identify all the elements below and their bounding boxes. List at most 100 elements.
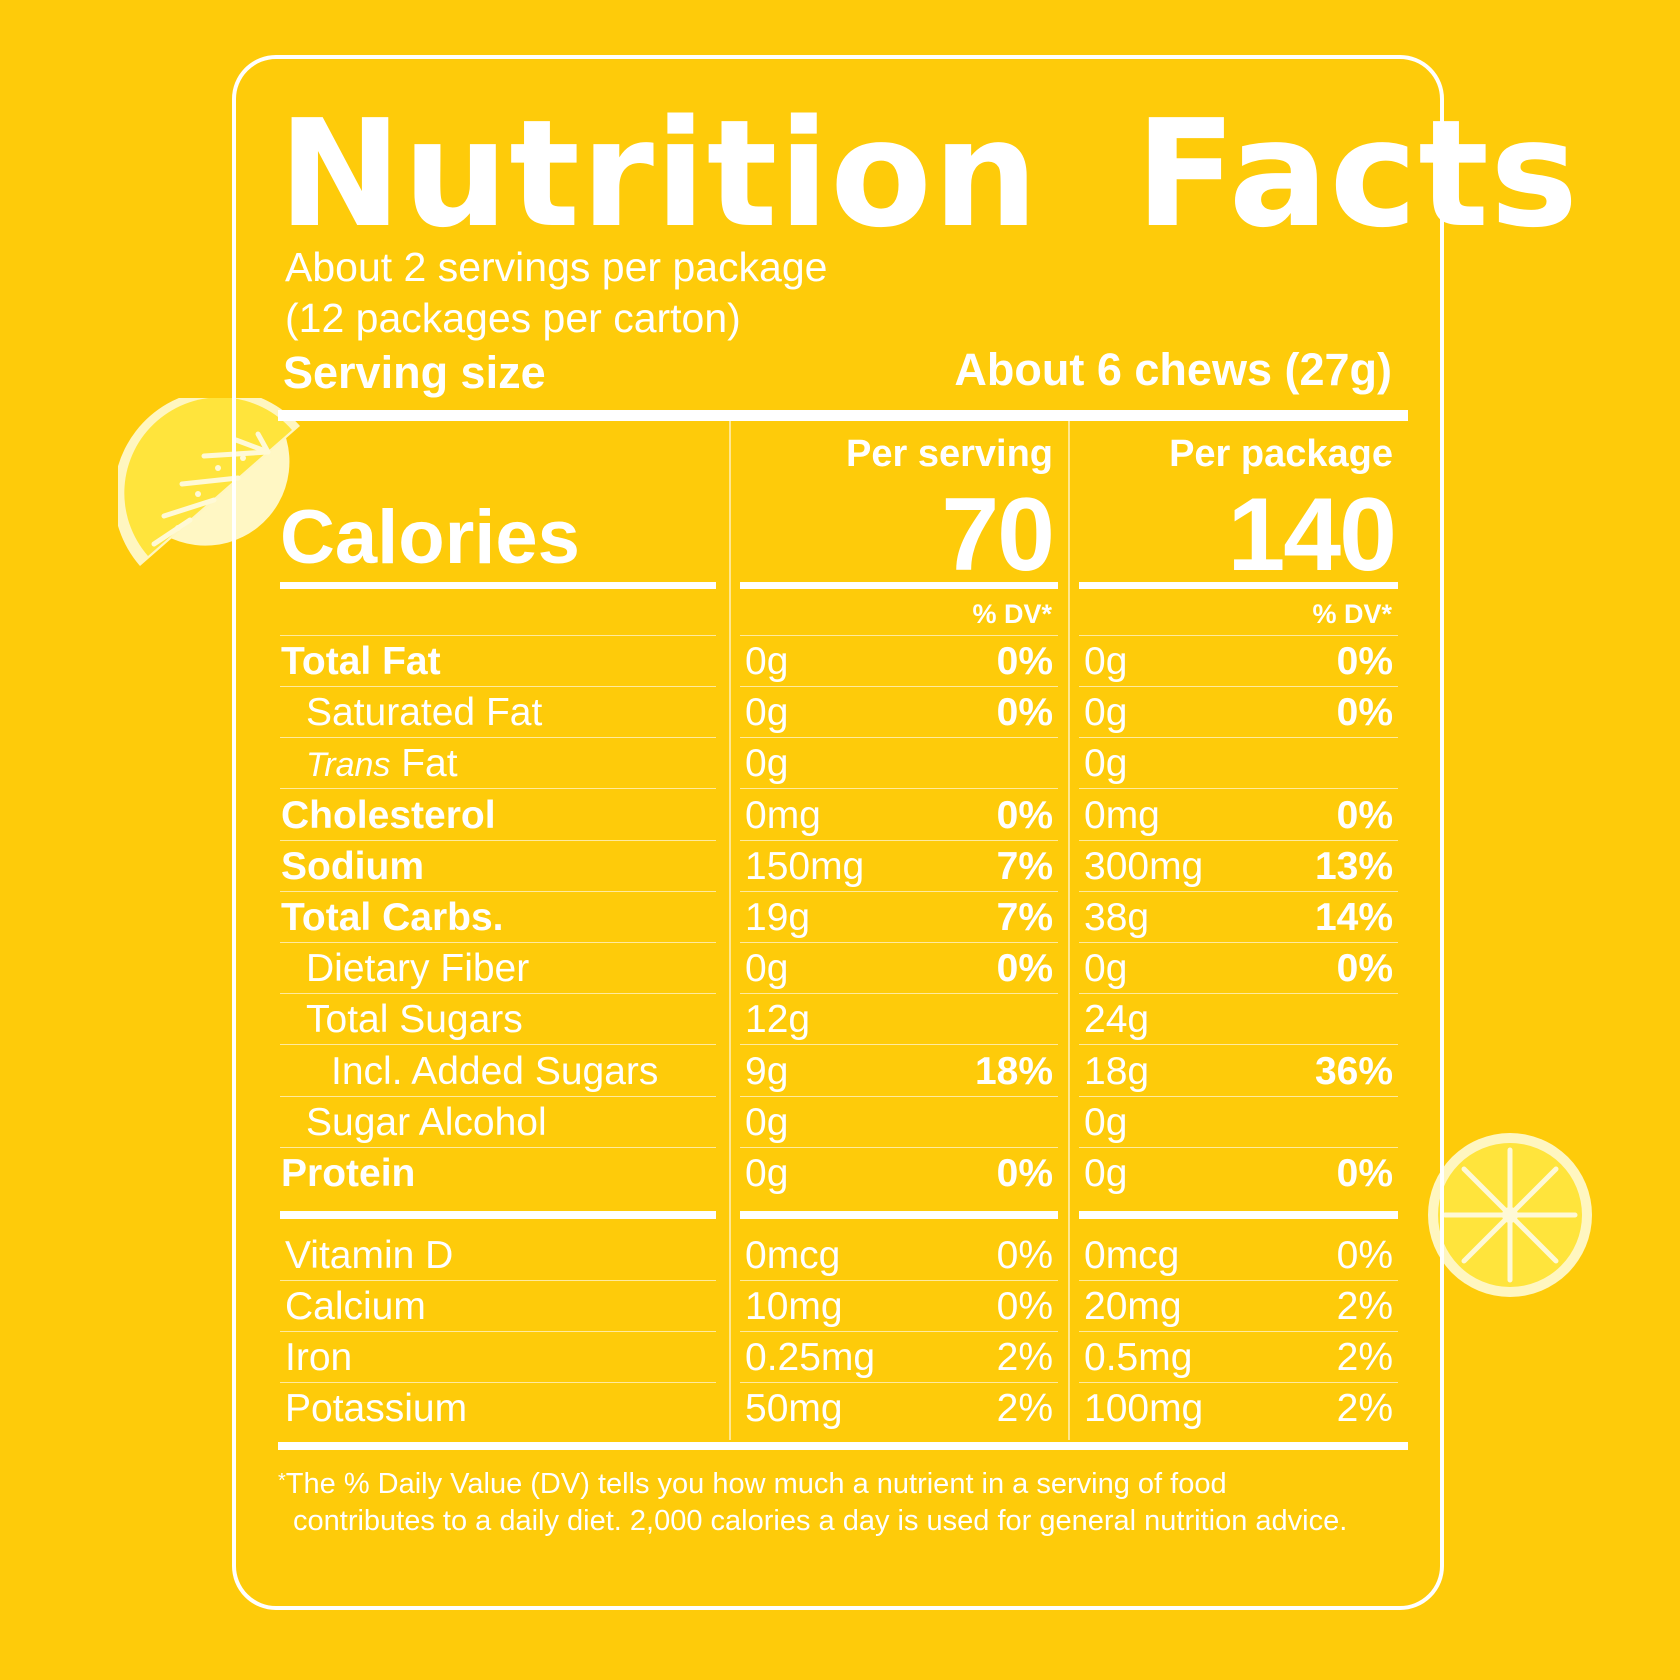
package-amount: 0g: [1084, 1100, 1128, 1144]
lemon-slice-icon: [1428, 1133, 1592, 1297]
per-serving-header: Per serving: [846, 433, 1053, 475]
row-separator: [280, 1382, 716, 1383]
serving-amount: 9g: [745, 1049, 789, 1093]
serving-dv: 0%: [996, 1234, 1053, 1277]
serving-dv: 7%: [996, 896, 1053, 939]
nutrient-row: Total Fat 0g 0% 0g 0%: [0, 636, 1680, 687]
dv-header-package: % DV*: [1312, 599, 1392, 629]
package-amount: 0g: [1084, 947, 1128, 991]
serving-amount: 10mg: [745, 1285, 843, 1328]
nutrient-row: Sugar Alcohol 0g 0g: [0, 1097, 1680, 1148]
footnote-line2: contributes to a daily diet. 2,000 calor…: [293, 1505, 1348, 1537]
row-separator: [1079, 1280, 1398, 1281]
nutrient-label: Cholesterol: [281, 793, 496, 837]
per-package-header: Per package: [1169, 433, 1393, 475]
row-separator: [280, 1280, 716, 1281]
row-separator: [1079, 1095, 1398, 1097]
nutrient-label: Sodium: [281, 844, 424, 888]
row-separator: [280, 635, 716, 636]
nutrient-row: Trans Fat 0g 0g: [0, 738, 1680, 790]
package-amount: 300mg: [1084, 844, 1204, 888]
label-title: Nutrition Facts: [278, 88, 1580, 260]
package-amount: 38g: [1084, 896, 1150, 939]
row-separator: [740, 686, 1058, 687]
nutrient-row: Protein 0g 0% 0g 0%: [0, 1148, 1680, 1199]
serving-amount: 150mg: [745, 844, 865, 888]
column-divider: [729, 420, 731, 1440]
row-separator: [1079, 1044, 1398, 1046]
nutrient-label: Sugar Alcohol: [306, 1100, 547, 1144]
vitamin-label: Vitamin D: [285, 1234, 454, 1277]
vitamin-divider: [1079, 1211, 1398, 1219]
row-separator: [740, 737, 1058, 739]
vitamin-divider: [740, 1211, 1058, 1219]
serving-dv: 0%: [996, 1285, 1053, 1328]
package-amount: 0g: [1084, 1152, 1128, 1195]
serving-dv: 0%: [996, 691, 1053, 735]
vitamin-label: Iron: [285, 1336, 353, 1379]
row-separator: [280, 788, 716, 790]
nutrient-row: Incl. Added Sugars 9g 18% 18g 36%: [0, 1046, 1680, 1097]
nutrient-label: Trans Fat: [306, 742, 458, 786]
row-separator: [280, 1146, 716, 1148]
serving-size-label: Serving size: [283, 347, 546, 398]
package-amount: 24g: [1084, 998, 1150, 1042]
row-separator: [280, 839, 716, 841]
package-dv: 2%: [1336, 1336, 1393, 1379]
nutrient-label: Total Sugars: [306, 998, 523, 1042]
row-separator: [1079, 737, 1398, 739]
calories-divider: [740, 582, 1058, 589]
nutrient-row: Sodium 150mg 7% 300mg 13%: [0, 841, 1680, 892]
nutrient-row: Dietary Fiber 0g 0% 0g 0%: [0, 943, 1680, 995]
row-separator: [1079, 993, 1398, 995]
package-dv: 2%: [1336, 1285, 1393, 1328]
row-separator: [740, 839, 1058, 841]
row-separator: [280, 890, 716, 892]
serving-amount: 12g: [745, 998, 811, 1042]
serving-amount: 0g: [745, 742, 789, 786]
nutrient-row: Cholesterol 0mg 0% 0mg 0%: [0, 790, 1680, 841]
row-separator: [280, 993, 716, 995]
vitamin-label: Calcium: [285, 1285, 426, 1328]
package-amount: 0g: [1084, 691, 1128, 735]
bottom-divider: [278, 1442, 1408, 1450]
nutrition-label-frame: [232, 55, 1444, 1610]
nutrient-label: Incl. Added Sugars: [331, 1049, 659, 1093]
serving-amount: 19g: [745, 896, 811, 939]
nutrient-label: Total Carbs.: [281, 896, 504, 939]
row-separator: [740, 1331, 1058, 1332]
row-separator: [1079, 1146, 1398, 1148]
nutrient-label: Protein: [281, 1152, 416, 1195]
package-amount: 100mg: [1084, 1387, 1204, 1430]
package-dv: 0%: [1336, 1234, 1393, 1277]
calories-label: Calories: [280, 495, 580, 580]
row-separator: [280, 942, 716, 943]
vitamin-row: Potassium 50mg 2% 100mg 2%: [0, 1383, 1680, 1434]
nutrient-label: Saturated Fat: [306, 691, 543, 735]
serving-dv: 2%: [996, 1336, 1053, 1379]
serving-amount: 0g: [745, 947, 789, 991]
servings-per-package: About 2 servings per package: [285, 244, 828, 290]
serving-size-value: About 6 chews (27g): [954, 344, 1392, 395]
serving-dv: 7%: [996, 844, 1053, 888]
package-dv: 0%: [1336, 793, 1393, 837]
package-amount: 18g: [1084, 1049, 1150, 1093]
dv-header-serving: % DV*: [972, 599, 1052, 629]
package-amount: 0g: [1084, 742, 1128, 786]
package-dv: 0%: [1336, 640, 1393, 683]
column-divider: [1068, 420, 1070, 1440]
row-separator: [740, 788, 1058, 790]
row-separator: [280, 1331, 716, 1332]
row-separator: [1079, 839, 1398, 841]
calories-per-serving: 70: [941, 477, 1055, 593]
row-separator: [740, 1382, 1058, 1383]
nutrient-row: Total Carbs. 19g 7% 38g 14%: [0, 892, 1680, 943]
serving-amount: 0mg: [745, 793, 821, 837]
package-amount: 0mg: [1084, 793, 1160, 837]
package-dv: 13%: [1314, 844, 1393, 888]
nutrient-row: Saturated Fat 0g 0% 0g 0%: [0, 687, 1680, 739]
package-dv: 0%: [1336, 1152, 1393, 1195]
row-separator: [1079, 1331, 1398, 1332]
serving-amount: 0g: [745, 1152, 789, 1195]
package-amount: 0.5mg: [1084, 1336, 1193, 1379]
